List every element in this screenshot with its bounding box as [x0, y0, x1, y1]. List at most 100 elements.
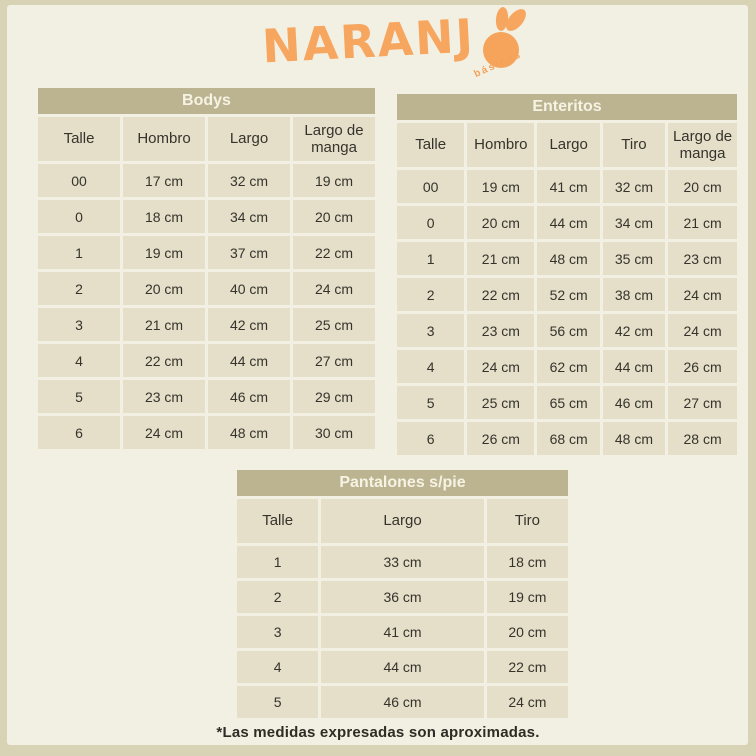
table-cell: 46 cm	[602, 386, 666, 419]
table-cell: 37 cm	[208, 236, 290, 269]
brand-text: NARANJ	[260, 8, 477, 74]
column-header: Largo de manga	[668, 123, 737, 167]
table-cell: 24 cm	[486, 686, 568, 718]
table-cell: 41 cm	[537, 170, 600, 203]
table-cell: 21 cm	[123, 308, 205, 341]
table-cell: 00	[397, 170, 465, 203]
table-cell: 17 cm	[123, 164, 205, 197]
table-cell: 32 cm	[208, 164, 290, 197]
table-row: 00 19 cm 41 cm 32 cm 20 cm	[397, 170, 737, 203]
table-cell: 22 cm	[293, 236, 375, 269]
enteritos-size-grid: Talle Hombro Largo Tiro Largo de manga 00 19 …	[394, 120, 740, 458]
table-row: 2 22 cm 52 cm 38 cm 24 cm	[397, 278, 737, 311]
size-note: *Las medidas expresadas son aproximadas.	[216, 724, 540, 741]
table-cell: 19 cm	[123, 236, 205, 269]
table-cell: 29 cm	[293, 380, 375, 413]
table-row: 1 33 cm 18 cm	[237, 546, 568, 578]
table-cell: 44 cm	[602, 350, 666, 383]
table-cell: 42 cm	[208, 308, 290, 341]
column-header: Talle	[237, 499, 319, 543]
table-cell: 3	[38, 308, 120, 341]
table-row: 4 44 cm 22 cm	[237, 651, 568, 683]
table-row: 2 36 cm 19 cm	[237, 581, 568, 613]
table-row: 5 25 cm 65 cm 46 cm 27 cm	[397, 386, 737, 419]
table-cell: 6	[397, 422, 465, 455]
table-cell: 4	[38, 344, 120, 377]
table-cell: 42 cm	[602, 314, 666, 347]
table-cell: 2	[38, 272, 120, 305]
table-cell: 4	[237, 651, 319, 683]
bodys-table: Bodys Talle Hombro Largo Largo de manga 00 1…	[38, 88, 375, 452]
column-header: Tiro	[602, 123, 666, 167]
table-title-bar: Enteritos	[397, 94, 737, 120]
table-cell: 52 cm	[537, 278, 600, 311]
table-cell: 00	[38, 164, 120, 197]
column-header: Largo de manga	[293, 117, 375, 161]
column-header: Hombro	[467, 123, 535, 167]
table-row: 5 46 cm 24 cm	[237, 686, 568, 718]
table-cell: 24 cm	[293, 272, 375, 305]
table-cell: 65 cm	[537, 386, 600, 419]
table-cell: 26 cm	[668, 350, 737, 383]
leaf-icon	[505, 9, 526, 31]
column-header: Largo	[208, 117, 290, 161]
table-cell: 21 cm	[467, 242, 535, 275]
table-cell: 24 cm	[668, 314, 737, 347]
header-row: Talle Hombro Largo Largo de manga	[38, 117, 375, 161]
table-cell: 34 cm	[208, 200, 290, 233]
table-cell: 24 cm	[123, 416, 205, 449]
pantalones-size-grid: Talle Largo Tiro 1 33 cm 18 cm 2 36 cm 19 cm 3 41…	[234, 496, 571, 721]
table-title-bar: Bodys	[38, 88, 375, 114]
table-cell: 22 cm	[486, 651, 568, 683]
table-cell: 2	[237, 581, 319, 613]
table-cell: 33 cm	[321, 546, 484, 578]
table-cell: 30 cm	[293, 416, 375, 449]
header-row: Talle Hombro Largo Tiro Largo de manga	[397, 123, 737, 167]
table-cell: 2	[397, 278, 465, 311]
table-cell: 5	[397, 386, 465, 419]
table-cell: 5	[38, 380, 120, 413]
table-title-bar: Pantalones s/pie	[237, 470, 568, 496]
table-cell: 19 cm	[293, 164, 375, 197]
table-cell: 19 cm	[467, 170, 535, 203]
table-cell: 32 cm	[602, 170, 666, 203]
table-cell: 27 cm	[293, 344, 375, 377]
bodys-size-grid: Talle Hombro Largo Largo de manga 00 17 cm 32…	[35, 114, 378, 452]
table-cell: 19 cm	[486, 581, 568, 613]
table-cell: 3	[397, 314, 465, 347]
table-cell: 24 cm	[668, 278, 737, 311]
table-cell: 18 cm	[486, 546, 568, 578]
table-cell: 46 cm	[321, 686, 484, 718]
table-cell: 20 cm	[293, 200, 375, 233]
table-cell: 18 cm	[123, 200, 205, 233]
table-cell: 5	[237, 686, 319, 718]
column-header: Hombro	[123, 117, 205, 161]
table-row: 5 23 cm 46 cm 29 cm	[38, 380, 375, 413]
table-row: 4 24 cm 62 cm 44 cm 26 cm	[397, 350, 737, 383]
header-row: Talle Largo Tiro	[237, 499, 568, 543]
table-cell: 41 cm	[321, 616, 484, 648]
table-row: 0 18 cm 34 cm 20 cm	[38, 200, 375, 233]
table-cell: 34 cm	[602, 206, 666, 239]
enteritos-table: Enteritos Talle Hombro Largo Tiro Largo de m…	[397, 94, 737, 458]
table-cell: 40 cm	[208, 272, 290, 305]
table-cell: 24 cm	[467, 350, 535, 383]
table-cell: 22 cm	[123, 344, 205, 377]
table-cell: 20 cm	[486, 616, 568, 648]
table-cell: 0	[397, 206, 465, 239]
table-cell: 4	[397, 350, 465, 383]
table-row: 1 21 cm 48 cm 35 cm 23 cm	[397, 242, 737, 275]
table-cell: 35 cm	[602, 242, 666, 275]
table-cell: 3	[237, 616, 319, 648]
table-cell: 22 cm	[467, 278, 535, 311]
table-cell: 23 cm	[668, 242, 737, 275]
table-cell: 27 cm	[668, 386, 737, 419]
table-row: 0 20 cm 44 cm 34 cm 21 cm	[397, 206, 737, 239]
table-row: 3 21 cm 42 cm 25 cm	[38, 308, 375, 341]
column-header: Largo	[321, 499, 484, 543]
table-cell: 1	[38, 236, 120, 269]
table-row: 3 41 cm 20 cm	[237, 616, 568, 648]
table-cell: 56 cm	[537, 314, 600, 347]
table-row: 1 19 cm 37 cm 22 cm	[38, 236, 375, 269]
leaf-icon	[495, 7, 508, 31]
